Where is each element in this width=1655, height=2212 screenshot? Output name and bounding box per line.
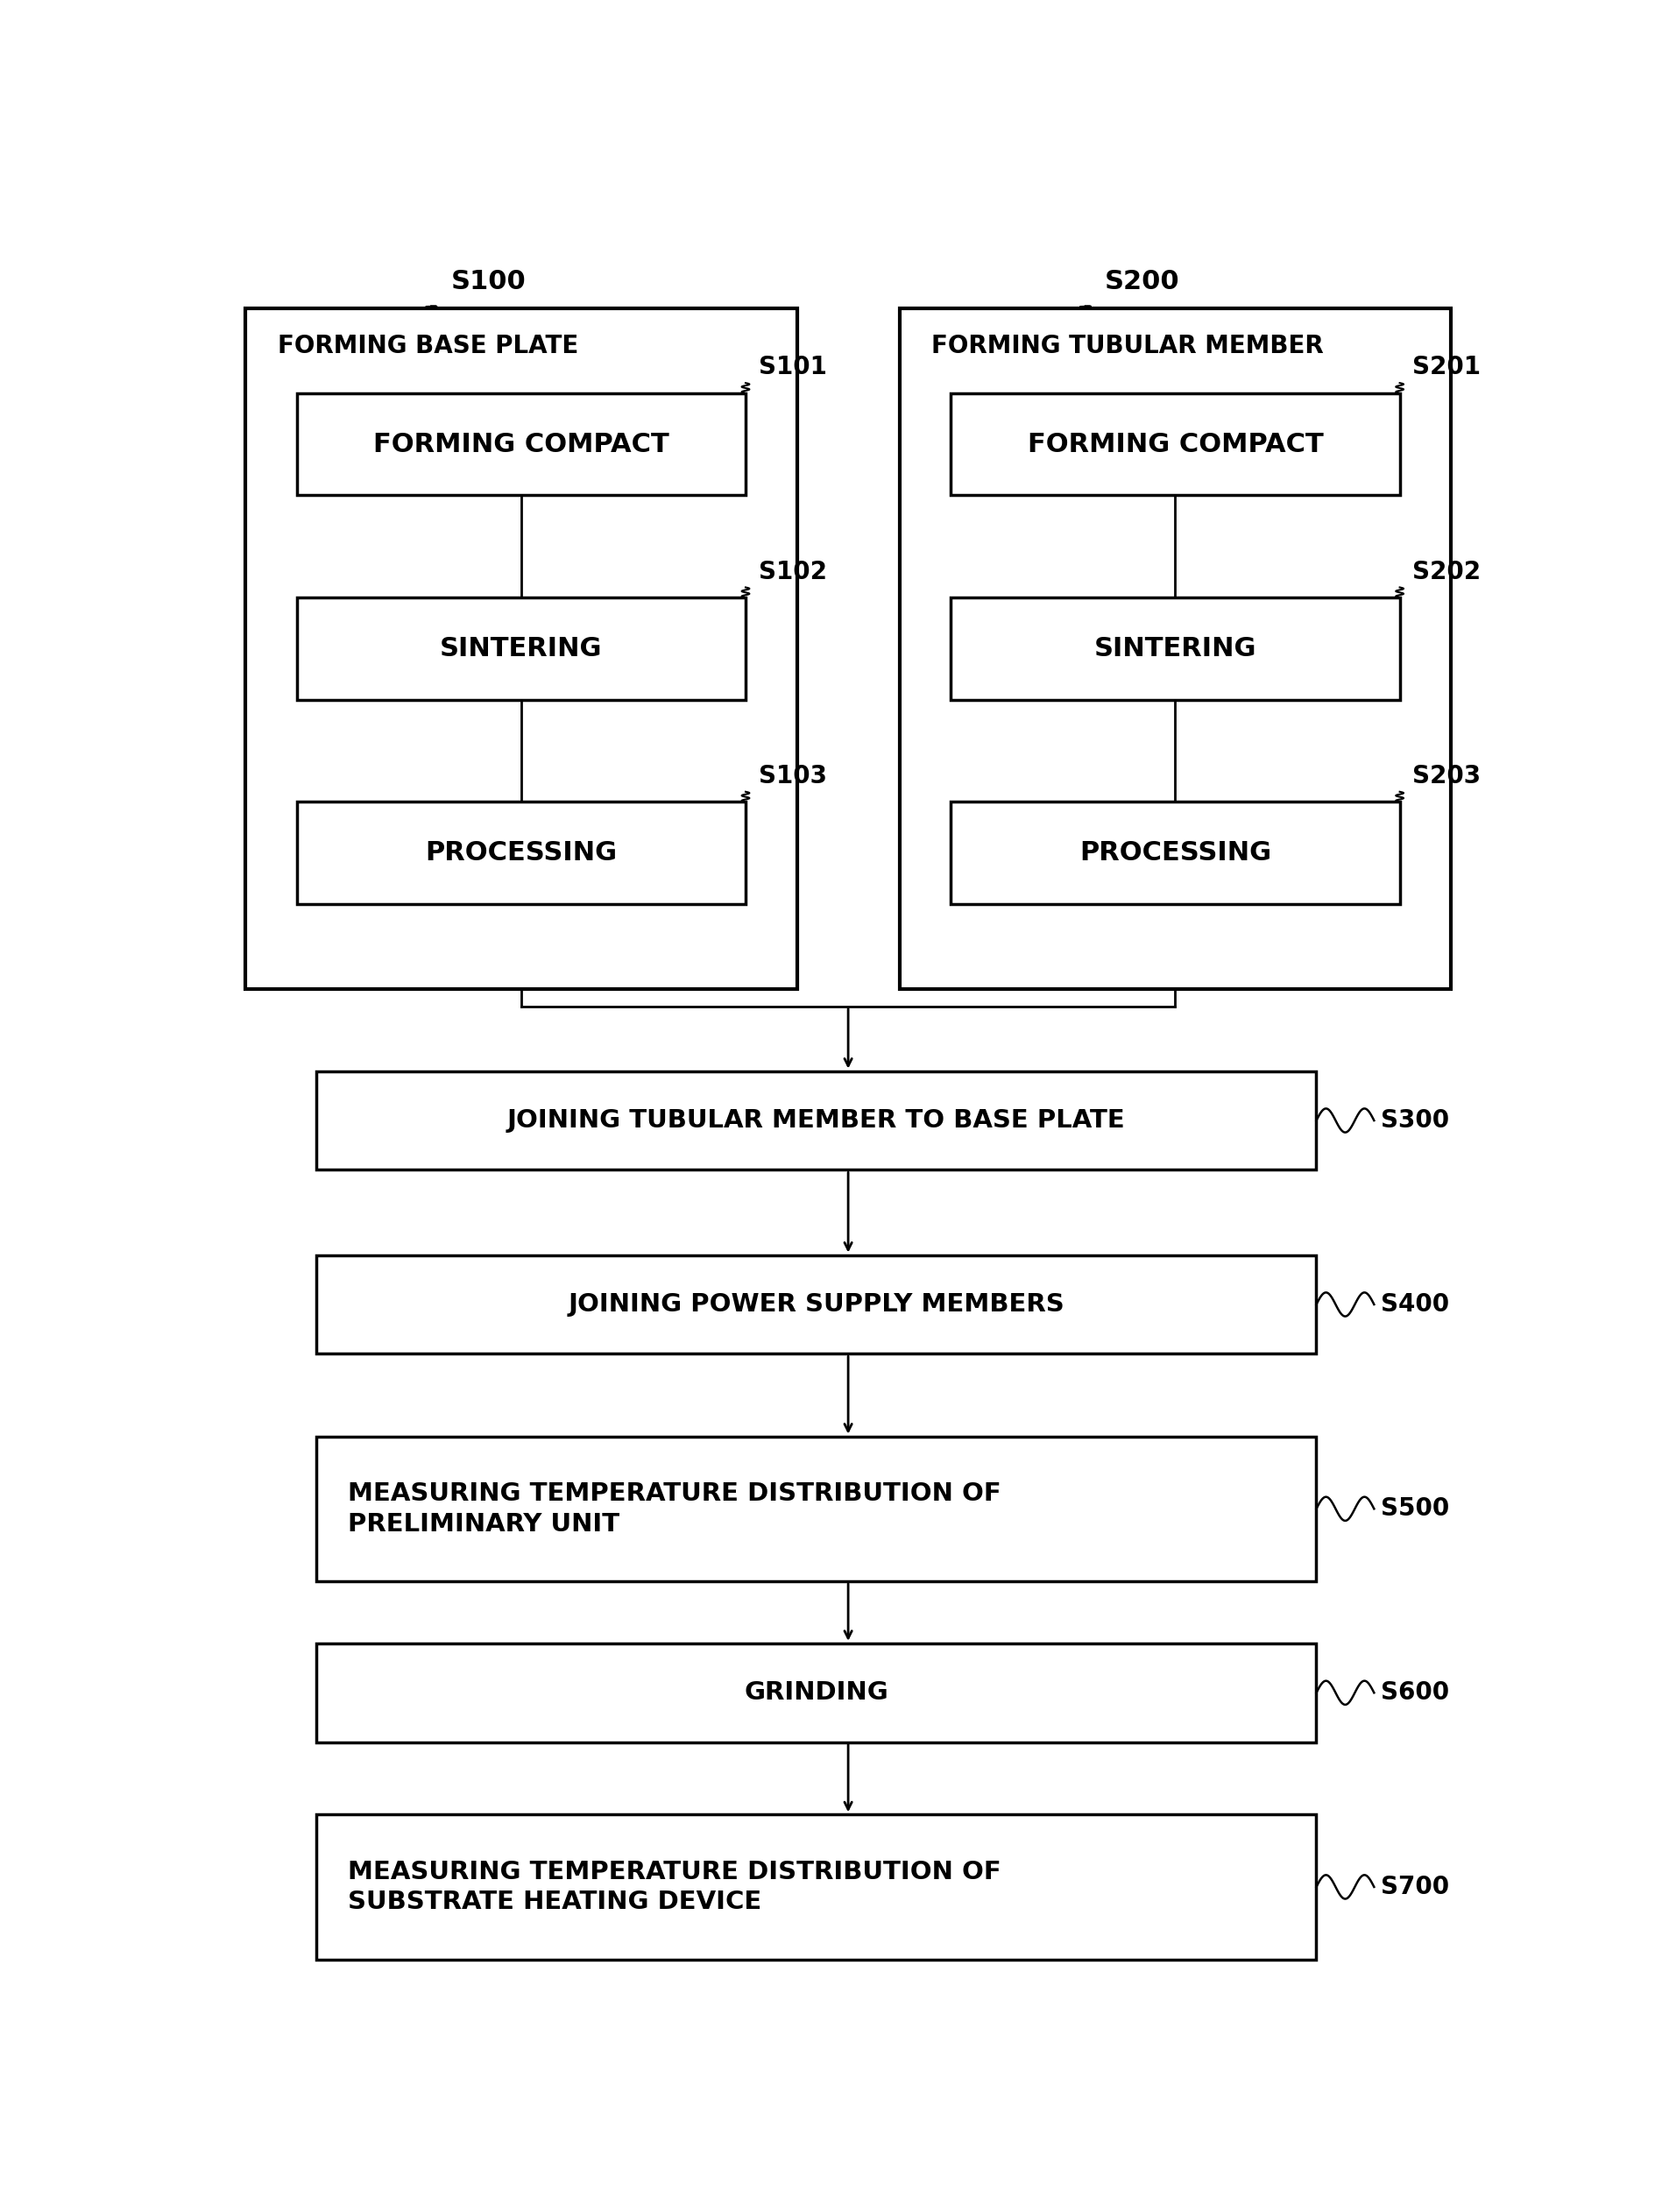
Text: S200: S200 xyxy=(1106,270,1180,294)
Bar xyxy=(296,394,745,495)
Text: MEASURING TEMPERATURE DISTRIBUTION OF
SUBSTRATE HEATING DEVICE: MEASURING TEMPERATURE DISTRIBUTION OF SU… xyxy=(348,1860,1001,1913)
Bar xyxy=(245,307,798,989)
Text: S300: S300 xyxy=(1380,1108,1448,1133)
Bar xyxy=(296,597,745,699)
Bar xyxy=(316,1814,1316,1960)
Text: S101: S101 xyxy=(758,356,826,380)
Text: SINTERING: SINTERING xyxy=(1094,637,1256,661)
Text: S700: S700 xyxy=(1380,1874,1448,1900)
Bar xyxy=(296,803,745,905)
Text: FORMING COMPACT: FORMING COMPACT xyxy=(372,431,669,458)
Text: S202: S202 xyxy=(1413,560,1481,584)
Text: S100: S100 xyxy=(450,270,526,294)
Bar xyxy=(900,307,1451,989)
Bar xyxy=(952,597,1400,699)
Bar xyxy=(316,1644,1316,1743)
Text: PROCESSING: PROCESSING xyxy=(425,841,617,865)
Text: FORMING TUBULAR MEMBER: FORMING TUBULAR MEMBER xyxy=(932,334,1324,358)
Text: JOINING TUBULAR MEMBER TO BASE PLATE: JOINING TUBULAR MEMBER TO BASE PLATE xyxy=(506,1108,1125,1133)
Text: GRINDING: GRINDING xyxy=(745,1681,889,1705)
Text: S102: S102 xyxy=(758,560,828,584)
Bar xyxy=(316,1254,1316,1354)
Text: S201: S201 xyxy=(1413,356,1481,380)
Text: S103: S103 xyxy=(758,763,828,787)
Text: S203: S203 xyxy=(1413,763,1481,787)
Bar xyxy=(952,394,1400,495)
Text: S400: S400 xyxy=(1380,1292,1448,1316)
Bar xyxy=(316,1436,1316,1582)
Text: S500: S500 xyxy=(1380,1498,1450,1522)
Bar xyxy=(316,1071,1316,1170)
Text: JOINING POWER SUPPLY MEMBERS: JOINING POWER SUPPLY MEMBERS xyxy=(568,1292,1064,1316)
Text: FORMING COMPACT: FORMING COMPACT xyxy=(1028,431,1324,458)
Text: MEASURING TEMPERATURE DISTRIBUTION OF
PRELIMINARY UNIT: MEASURING TEMPERATURE DISTRIBUTION OF PR… xyxy=(348,1482,1001,1535)
Bar xyxy=(952,803,1400,905)
Text: PROCESSING: PROCESSING xyxy=(1079,841,1271,865)
Text: S600: S600 xyxy=(1380,1681,1448,1705)
Text: SINTERING: SINTERING xyxy=(440,637,602,661)
Text: FORMING BASE PLATE: FORMING BASE PLATE xyxy=(278,334,578,358)
